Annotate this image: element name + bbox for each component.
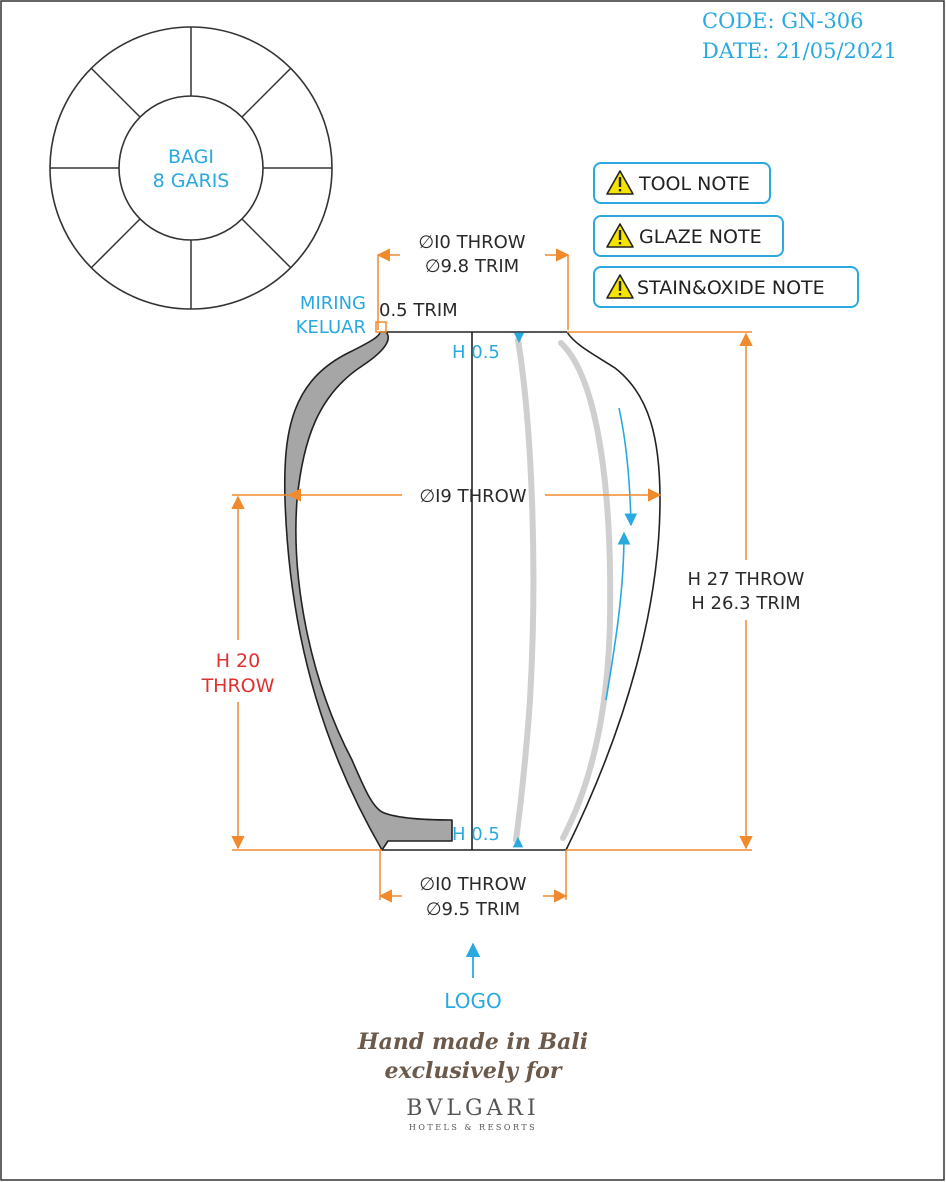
logo-label: LOGO [444,989,501,1013]
lower-height-label-2: THROW [201,675,275,697]
lower-height-label-1: H 20 [216,650,261,672]
rim-bevel-marker [375,321,387,333]
vase-section-drawing [283,331,661,851]
rim-note-line1: MIRING [300,293,366,314]
stain-oxide-note-button[interactable]: STAIN&OXIDE NOTE [593,266,859,308]
dimension-lines [231,248,753,903]
top-diameter-throw-label: ∅I0 THROW [418,232,525,253]
warning-icon [606,274,634,299]
groove-line-inner [513,337,537,843]
glaze-note-label: GLAZE NOTE [639,226,762,248]
stain-oxide-note-label: STAIN&OXIDE NOTE [637,277,825,299]
brand-subtitle: HOTELS & RESORTS [409,1123,537,1132]
top-view-diagram [49,26,333,310]
height-trim-label: H 26.3 TRIM [691,593,800,614]
glaze-note-button[interactable]: GLAZE NOTE [593,215,784,257]
rim-note-line2: KELUAR [296,317,366,338]
height-throw-label: H 27 THROW [688,569,805,590]
top-view-label-2: 8 GARIS [153,170,230,192]
handmade-line-1: Hand made in Bali [357,1029,588,1055]
top-diameter-trim-label: ∅9.8 TRIM [425,256,519,277]
warning-icon [606,223,634,248]
base-diameter-throw-label: ∅I0 THROW [419,874,526,895]
handmade-line-2: exclusively for [385,1058,563,1084]
tool-note-label: TOOL NOTE [638,173,750,195]
drawing-code: CODE: GN-306 [702,9,864,33]
rim-trim-label: 0.5 TRIM [379,300,458,321]
tool-note-button[interactable]: TOOL NOTE [593,162,771,204]
body-diameter-label: ∅I9 THROW [419,486,526,507]
rim-thickness-label: H 0.5 [452,342,500,363]
drawing-date: DATE: 21/05/2021 [702,39,897,63]
groove-line-outer [558,340,614,841]
base-diameter-trim-label: ∅9.5 TRIM [426,899,520,920]
brand-name: BVLGARI [406,1096,539,1121]
warning-icon [606,170,634,195]
stroke-direction-arrow-down [618,407,638,527]
top-view-label-1: BAGI [168,146,214,168]
base-thickness-label: H 0.5 [452,824,500,845]
stroke-direction-arrow-up [605,531,631,701]
vase-wall-section [283,331,453,851]
